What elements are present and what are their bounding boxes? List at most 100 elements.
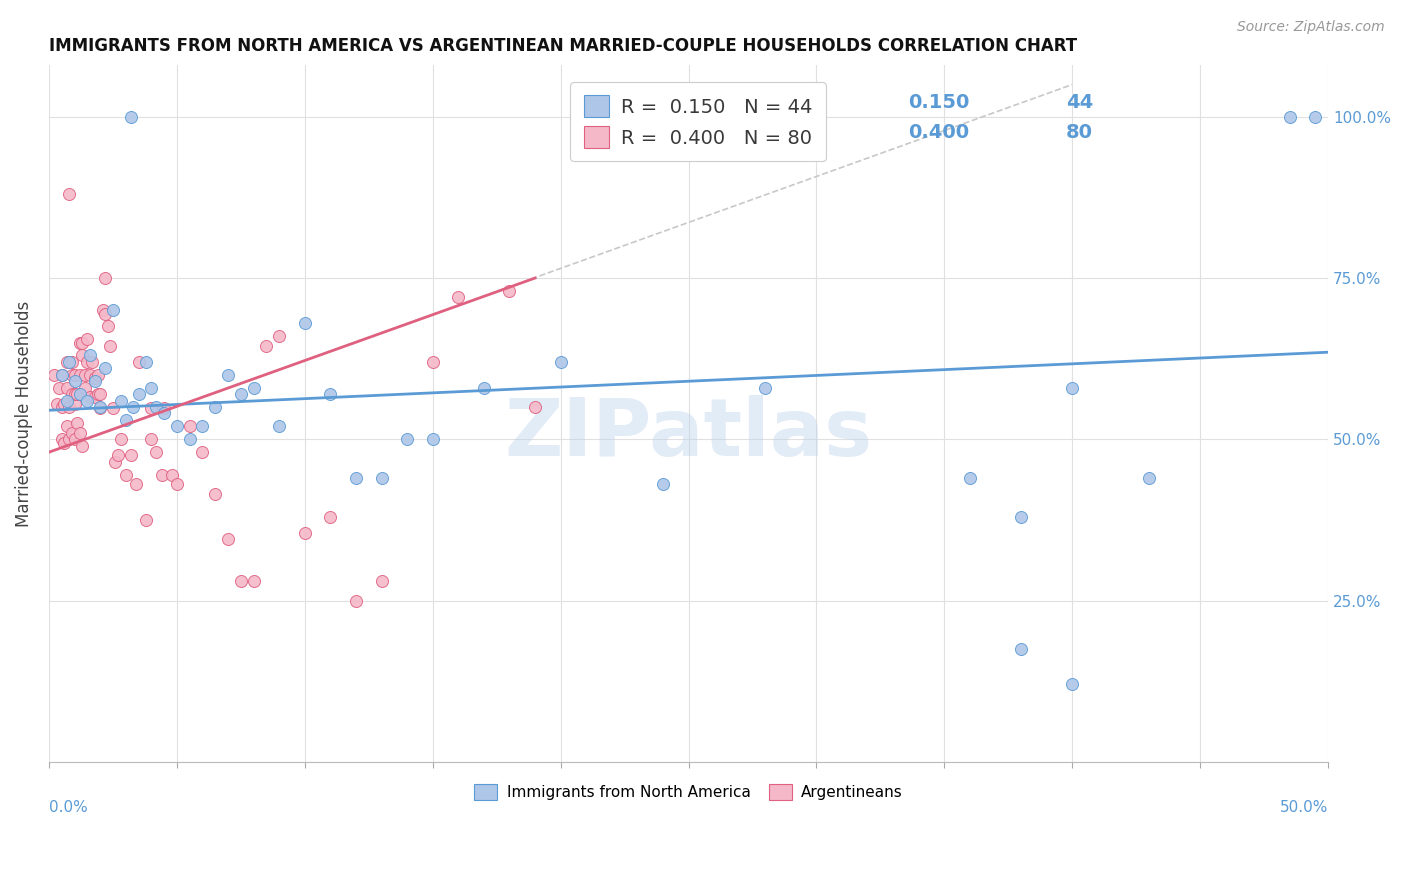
Point (294, 316, 316, 330)
Point (135, 355, 157, 369)
Point (370, 471, 392, 485)
Point (141, 381, 163, 395)
Point (269, 419, 291, 434)
Point (82, 355, 104, 369)
Point (166, 477, 188, 491)
Point (84, 371, 107, 385)
Point (959, 471, 981, 485)
Point (94, 271, 117, 285)
Point (56, 419, 79, 434)
Point (319, 387, 342, 401)
Point (141, 432, 163, 446)
Point (344, 593, 367, 607)
Point (179, 419, 201, 434)
Point (1010, 641, 1032, 656)
Point (63, 374, 86, 388)
Text: 0.400: 0.400 (908, 123, 970, 143)
Point (114, 413, 136, 427)
Point (63, 368, 86, 382)
Point (128, 355, 150, 369)
Point (60, 425, 83, 440)
Point (191, 445, 214, 459)
Point (48, 381, 70, 395)
Point (70, 348, 93, 362)
Point (76, 355, 98, 369)
Point (53, 435, 76, 450)
Point (166, 419, 188, 434)
Point (100, 339, 122, 353)
Point (110, 393, 132, 408)
Point (66, 387, 89, 401)
Point (344, 471, 367, 485)
Point (89, 400, 111, 414)
Y-axis label: Married-couple Households: Married-couple Households (15, 301, 32, 526)
Point (145, 445, 167, 459)
Point (229, 574, 252, 589)
Point (86, 387, 108, 401)
Point (63, 387, 86, 401)
Point (76, 393, 98, 408)
Point (56, 393, 79, 408)
Text: IMMIGRANTS FROM NORTH AMERICA VS ARGENTINEAN MARRIED-COUPLE HOUSEHOLDS CORRELATI: IMMIGRANTS FROM NORTH AMERICA VS ARGENTI… (49, 37, 1077, 55)
Point (63, 397, 86, 411)
Point (229, 387, 252, 401)
Text: 0.150: 0.150 (908, 94, 970, 112)
Point (104, 455, 127, 469)
Point (94, 361, 117, 376)
Point (51, 368, 73, 382)
Point (58, 355, 80, 369)
Point (396, 432, 419, 446)
Point (125, 477, 148, 491)
Point (70, 439, 93, 453)
Point (42, 368, 65, 382)
Point (110, 432, 132, 446)
Point (242, 381, 264, 395)
Point (122, 400, 145, 414)
Point (319, 509, 342, 524)
Point (114, 467, 136, 482)
Point (101, 401, 124, 416)
Point (1305, 110, 1327, 124)
Point (79, 348, 101, 362)
Point (1062, 677, 1084, 691)
Point (153, 407, 176, 421)
Point (217, 533, 239, 547)
Point (60, 387, 83, 401)
Point (79, 390, 101, 404)
Point (550, 355, 572, 369)
Point (60, 355, 83, 369)
Point (79, 368, 101, 382)
Point (76, 332, 98, 346)
Point (217, 368, 239, 382)
Point (45, 397, 67, 411)
Point (58, 400, 80, 414)
Point (66, 416, 89, 430)
Point (141, 401, 163, 416)
Point (150, 467, 173, 482)
Point (498, 284, 520, 298)
Point (69, 335, 91, 350)
Point (63, 432, 86, 446)
Point (89, 401, 111, 416)
Point (1137, 471, 1160, 485)
Point (422, 432, 444, 446)
Point (56, 381, 79, 395)
Point (1010, 509, 1032, 524)
Point (58, 432, 80, 446)
Point (160, 467, 183, 482)
Point (128, 387, 150, 401)
Point (86, 368, 108, 382)
Text: 44: 44 (1066, 94, 1092, 112)
Point (524, 400, 547, 414)
Point (754, 381, 776, 395)
Point (51, 432, 73, 446)
Text: 80: 80 (1066, 123, 1092, 143)
Point (145, 400, 167, 414)
Point (89, 387, 111, 401)
Point (204, 400, 226, 414)
Point (69, 368, 91, 382)
Point (135, 513, 157, 527)
Point (73, 368, 96, 382)
Point (652, 477, 675, 491)
Point (1278, 110, 1301, 124)
